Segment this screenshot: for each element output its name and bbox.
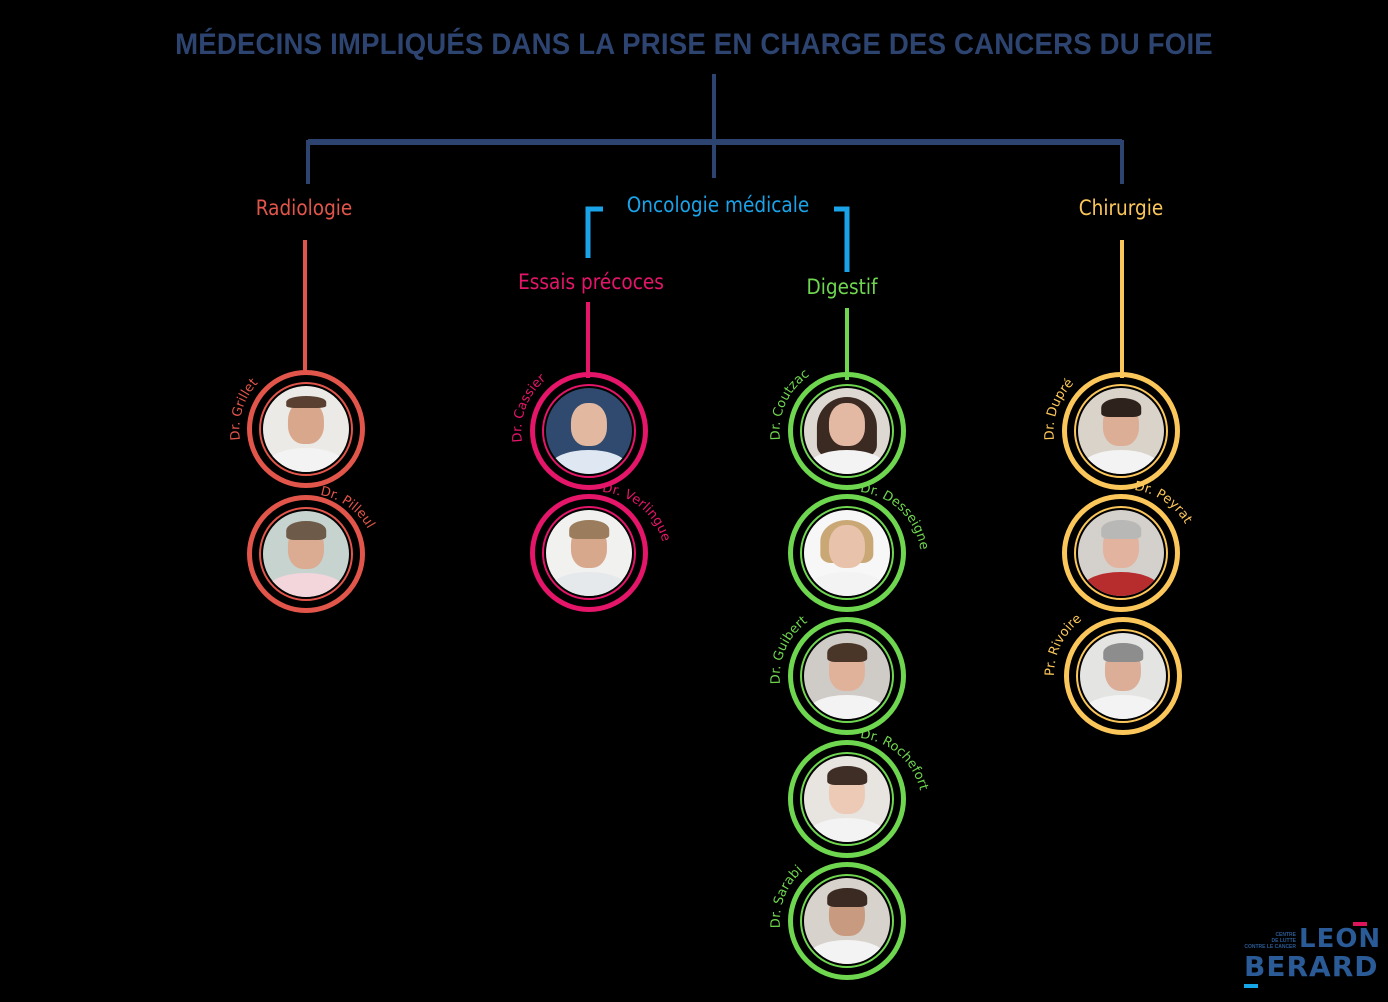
doctor-name-cassier: Dr. Cassier xyxy=(510,371,549,443)
doctor-name-rochefort: Dr. Rochefort xyxy=(859,727,931,792)
doctor-name-guibert: Dr. Guibert xyxy=(769,613,811,684)
logo-accent-blue xyxy=(1244,984,1258,988)
doctor-portrait-dupre xyxy=(1062,372,1180,490)
doctor-portrait-cassier xyxy=(530,372,648,490)
svg-text:Dr. Peyrat: Dr. Peyrat xyxy=(1133,479,1195,526)
page-title: MÉDECINS IMPLIQUÉS DANS LA PRISE EN CHAR… xyxy=(175,28,1213,61)
doctor-portrait-grillet xyxy=(247,370,365,488)
svg-text:Dr. Rochefort: Dr. Rochefort xyxy=(859,727,931,792)
logo-tagline: CENTRE DE LUTTE CONTRE LE CANCER xyxy=(1244,932,1296,950)
doctor-portrait-verlingue xyxy=(530,494,648,612)
doctor-portrait-pilleul xyxy=(247,495,365,613)
doctor-name-verlingue: Dr. Verlingue xyxy=(601,481,673,543)
doctor-name-peyrat: Dr. Peyrat xyxy=(1133,479,1195,526)
logo-accent-pink xyxy=(1353,922,1367,926)
svg-text:Dr. Desseigne: Dr. Desseigne xyxy=(859,481,931,551)
svg-text:Dr. Coutzac: Dr. Coutzac xyxy=(768,366,812,440)
doctor-name-coutzac: Dr. Coutzac xyxy=(768,366,812,440)
svg-text:Pr. Rivoire: Pr. Rivoire xyxy=(1043,611,1085,676)
subdept-label-essais: Essais précoces xyxy=(518,270,664,294)
logo-word-leon: LEON xyxy=(1299,924,1382,954)
doctor-name-sarabi: Dr. Sarabi xyxy=(769,863,806,929)
doctor-name-desseigne: Dr. Desseigne xyxy=(859,481,931,551)
svg-text:Dr. Dupré: Dr. Dupré xyxy=(1042,376,1076,441)
dept-label-chirurgie: Chirurgie xyxy=(1078,196,1164,220)
doctor-portrait-desseigne xyxy=(788,494,906,612)
doctor-portrait-peyrat xyxy=(1062,494,1180,612)
logo-word-berard: BERARD xyxy=(1244,950,1379,983)
dept-label-oncologie: Oncologie médicale xyxy=(626,193,810,217)
doctor-portrait-rochefort xyxy=(788,740,906,858)
doctor-portrait-sarabi xyxy=(788,862,906,980)
doctor-portrait-guibert xyxy=(788,617,906,735)
doctor-name-grillet: Dr. Grillet xyxy=(228,376,261,441)
doctor-name-rivoire: Pr. Rivoire xyxy=(1043,611,1085,676)
subdept-label-digestif: Digestif xyxy=(806,275,878,299)
svg-text:Dr. Verlingue: Dr. Verlingue xyxy=(601,481,673,543)
doctor-name-dupre: Dr. Dupré xyxy=(1042,376,1076,441)
doctor-portrait-rivoire xyxy=(1064,617,1182,735)
svg-text:Dr. Sarabi: Dr. Sarabi xyxy=(769,863,806,929)
svg-text:Dr. Pilleul: Dr. Pilleul xyxy=(319,484,377,531)
svg-text:Dr. Cassier: Dr. Cassier xyxy=(510,371,549,443)
doctor-name-pilleul: Dr. Pilleul xyxy=(319,484,377,531)
doctor-portrait-coutzac xyxy=(788,372,906,490)
dept-label-radiologie: Radiologie xyxy=(255,196,353,220)
svg-text:Dr. Grillet: Dr. Grillet xyxy=(228,376,261,441)
svg-text:Dr. Guibert: Dr. Guibert xyxy=(769,613,811,684)
centre-leon-berard-logo: CENTRE DE LUTTE CONTRE LE CANCER LEON BE… xyxy=(1244,920,1380,990)
